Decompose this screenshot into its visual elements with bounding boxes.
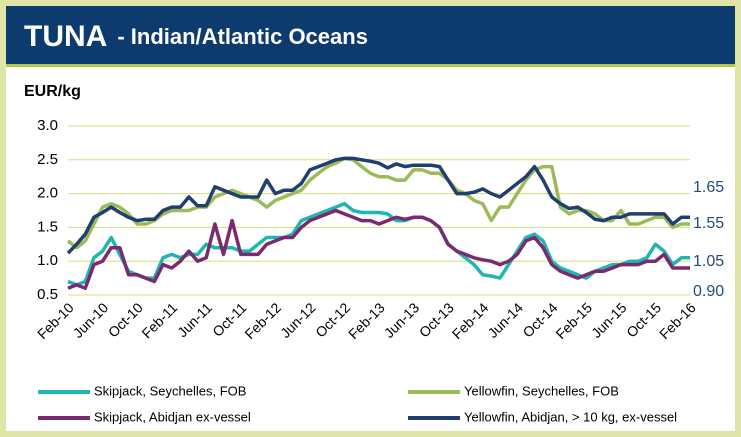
y-tick-label: 1.0 xyxy=(37,252,58,269)
series-line xyxy=(67,201,690,287)
series-line xyxy=(67,208,690,290)
header-rule xyxy=(6,64,735,67)
y-tick-label: 2.5 xyxy=(37,151,58,168)
header-band xyxy=(6,6,735,64)
end-label: 1.05 xyxy=(693,253,724,270)
chart-title: TUNA - Indian/Atlantic Oceans xyxy=(24,20,368,53)
legend-label: Skipjack, Seychelles, FOB xyxy=(94,383,246,398)
y-tick-label: 0.5 xyxy=(37,286,58,303)
end-label: 1.65 xyxy=(693,179,724,196)
legend-label: Yellowfin, Abidjan, > 10 kg, ex-vessel xyxy=(464,409,677,424)
y-tick-label: 2.0 xyxy=(37,185,58,202)
y-axis-label: EUR/kg xyxy=(24,83,81,100)
end-label: 1.55 xyxy=(693,215,724,232)
legend-label: Skipjack, Abidjan ex-vessel xyxy=(94,409,251,424)
y-tick-label: 1.5 xyxy=(37,218,58,235)
end-label: 0.90 xyxy=(693,283,724,300)
subtitle: - Indian/Atlantic Oceans xyxy=(117,24,368,49)
y-tick-label: 3.0 xyxy=(37,117,58,134)
series-line xyxy=(66,156,690,255)
title-main: TUNA xyxy=(24,20,107,53)
legend-label: Yellowfin, Seychelles, FOB xyxy=(464,383,619,398)
